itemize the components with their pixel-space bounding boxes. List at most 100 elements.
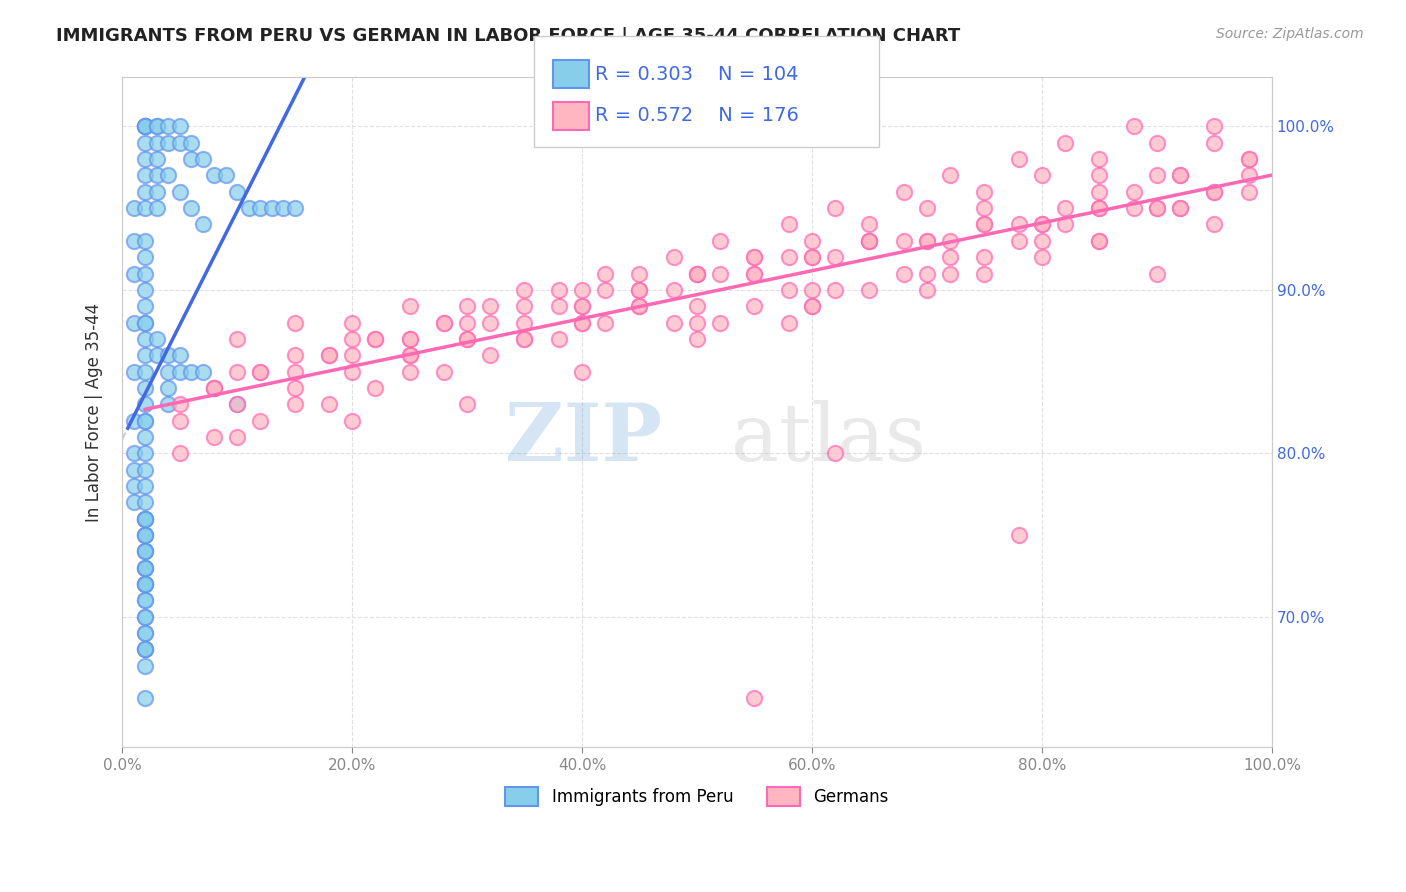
Point [249, 201, 271, 215]
Point [893, 267, 915, 281]
Legend: Immigrants from Peru, Germans: Immigrants from Peru, Germans [499, 780, 896, 813]
Point [214, 169, 236, 183]
Point [433, 365, 456, 379]
Point [456, 299, 478, 313]
Point [1088, 169, 1111, 183]
Point [571, 316, 593, 330]
Point [134, 593, 156, 607]
Point [1204, 185, 1226, 199]
Point [134, 626, 156, 640]
Point [1237, 185, 1260, 199]
Point [628, 283, 651, 297]
Point [134, 120, 156, 134]
Point [1008, 234, 1031, 248]
Point [1237, 169, 1260, 183]
Point [134, 626, 156, 640]
Point [1008, 218, 1031, 232]
Point [134, 642, 156, 657]
Point [134, 560, 156, 574]
Point [893, 185, 915, 199]
Point [134, 642, 156, 657]
Point [134, 577, 156, 591]
Point [340, 413, 363, 427]
Point [271, 201, 294, 215]
Point [456, 397, 478, 411]
Point [157, 348, 180, 362]
Point [1031, 169, 1053, 183]
Point [744, 250, 766, 264]
Point [180, 136, 202, 150]
Point [398, 348, 420, 362]
Point [202, 430, 225, 444]
Point [479, 299, 502, 313]
Point [973, 218, 995, 232]
Text: IMMIGRANTS FROM PERU VS GERMAN IN LABOR FORCE | AGE 35-44 CORRELATION CHART: IMMIGRANTS FROM PERU VS GERMAN IN LABOR … [56, 27, 960, 45]
Point [662, 250, 685, 264]
Point [1088, 234, 1111, 248]
Text: R = 0.303    N = 104: R = 0.303 N = 104 [595, 64, 799, 84]
Point [548, 332, 571, 346]
Point [318, 348, 340, 362]
Point [800, 283, 823, 297]
Point [134, 413, 156, 427]
Point [973, 218, 995, 232]
Point [122, 495, 145, 509]
Point [202, 381, 225, 395]
Point [169, 365, 191, 379]
Point [1204, 120, 1226, 134]
Point [169, 348, 191, 362]
Point [283, 365, 305, 379]
Point [226, 365, 249, 379]
Point [191, 365, 214, 379]
Point [134, 299, 156, 313]
Point [800, 250, 823, 264]
Text: ZIP: ZIP [506, 401, 662, 478]
Point [364, 381, 387, 395]
Point [145, 185, 167, 199]
Point [134, 560, 156, 574]
Point [122, 234, 145, 248]
Point [744, 267, 766, 281]
Point [456, 332, 478, 346]
Point [513, 316, 536, 330]
Point [398, 365, 420, 379]
Point [709, 316, 731, 330]
Point [571, 316, 593, 330]
Point [249, 365, 271, 379]
Point [398, 332, 420, 346]
Point [398, 348, 420, 362]
Point [249, 365, 271, 379]
Point [169, 120, 191, 134]
Point [593, 283, 616, 297]
Point [800, 234, 823, 248]
Point [249, 413, 271, 427]
Point [571, 365, 593, 379]
Point [340, 316, 363, 330]
Point [915, 283, 938, 297]
Point [479, 348, 502, 362]
Point [364, 332, 387, 346]
Point [122, 365, 145, 379]
Point [1031, 218, 1053, 232]
Point [134, 577, 156, 591]
Point [226, 397, 249, 411]
Point [939, 234, 962, 248]
Point [157, 381, 180, 395]
Point [915, 234, 938, 248]
Point [202, 381, 225, 395]
Point [800, 299, 823, 313]
Point [134, 120, 156, 134]
Point [1088, 201, 1111, 215]
Point [145, 136, 167, 150]
Point [858, 234, 880, 248]
Point [134, 479, 156, 493]
Point [1146, 136, 1168, 150]
Point [134, 185, 156, 199]
Point [283, 381, 305, 395]
Point [226, 430, 249, 444]
Point [744, 250, 766, 264]
Point [686, 316, 709, 330]
Point [134, 316, 156, 330]
Point [709, 234, 731, 248]
Point [238, 201, 260, 215]
